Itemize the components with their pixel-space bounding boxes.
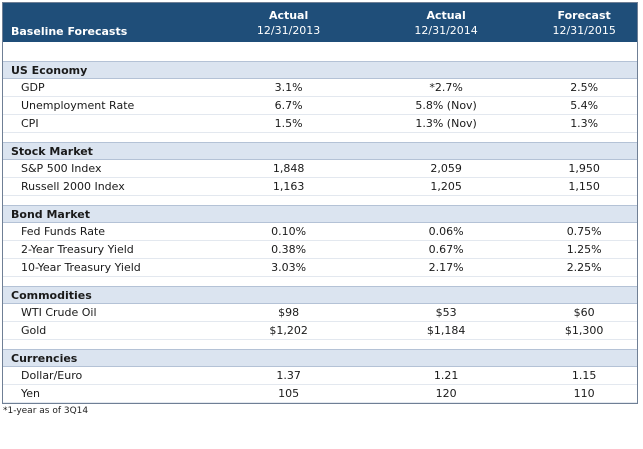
row-label: CPI	[21, 117, 39, 130]
value-2014: 2,059	[430, 162, 462, 175]
value-2014: 2.17%	[428, 261, 464, 274]
header-col-date: 12/31/2013	[256, 23, 321, 37]
table-row: Yen 105 120 110	[3, 385, 637, 403]
section-spacer	[3, 340, 637, 349]
value-2015: 1.15	[571, 369, 597, 382]
value-2013: 0.10%	[271, 225, 307, 238]
value-2015: 5.4%	[570, 99, 599, 112]
value-2015: 1.3%	[570, 117, 599, 130]
section-spacer	[3, 277, 637, 286]
table-body: US Economy GDP 3.1% *2.7% 2.5% Unemployment R…	[3, 61, 637, 403]
header-col-date: 12/31/2014	[414, 23, 478, 37]
value-2013: 3.03%	[271, 261, 307, 274]
table-row: CPI 1.5% 1.3% (Nov) 1.3%	[3, 115, 637, 133]
row-label: Unemployment Rate	[21, 99, 135, 112]
row-label: Fed Funds Rate	[21, 225, 106, 238]
value-2015: 2.5%	[570, 81, 599, 94]
value-2014: *2.7%	[429, 81, 463, 94]
value-2015: 1,150	[568, 180, 600, 193]
row-label: Russell 2000 Index	[21, 180, 125, 193]
row-label: Dollar/Euro	[21, 369, 83, 382]
value-2013: 1.37	[276, 369, 301, 382]
header-col-kind: Actual	[268, 8, 309, 22]
row-label: 2-Year Treasury Yield	[21, 243, 134, 256]
header-col-date: 12/31/2015	[552, 23, 616, 37]
value-2014: $53	[435, 306, 457, 319]
header-col-kind: Forecast	[557, 8, 611, 22]
value-2015: 1,950	[568, 162, 600, 175]
header-title: Baseline Forecasts	[11, 25, 128, 38]
row-label: S&P 500 Index	[21, 162, 102, 175]
value-2013: 105	[278, 387, 300, 400]
value-2015: $60	[573, 306, 595, 319]
value-2015: 0.75%	[566, 225, 602, 238]
section-header: Commodities	[3, 286, 637, 304]
value-2015: $1,300	[564, 324, 604, 337]
header-col-kind: Actual	[426, 8, 466, 22]
section-spacer	[3, 196, 637, 205]
table-row: Unemployment Rate 6.7% 5.8% (Nov) 5.4%	[3, 97, 637, 115]
table-row: 10-Year Treasury Yield 3.03% 2.17% 2.25%	[3, 259, 637, 277]
value-2015: 110	[573, 387, 595, 400]
section-header: Stock Market	[3, 142, 637, 160]
value-2015: 2.25%	[566, 261, 602, 274]
value-2014: 1.3% (Nov)	[415, 117, 477, 130]
header-col-2015: Forecast 12/31/2015	[531, 3, 637, 42]
table-row: WTI Crude Oil $98 $53 $60	[3, 304, 637, 322]
footnote: *1-year as of 3Q14	[3, 406, 89, 416]
value-2014: 1,205	[430, 180, 462, 193]
table-row: Russell 2000 Index 1,163 1,205 1,150	[3, 178, 637, 196]
table-header: Baseline Forecasts Actual 12/31/2013 Act…	[3, 3, 637, 42]
table-frame: Baseline Forecasts Actual 12/31/2013 Act…	[2, 2, 638, 404]
table-row: S&P 500 Index 1,848 2,059 1,950	[3, 160, 637, 178]
value-2013: 6.7%	[274, 99, 303, 112]
row-label: Yen	[21, 387, 40, 400]
value-2014: 120	[435, 387, 457, 400]
row-label: Gold	[21, 324, 47, 337]
value-2013: $1,202	[269, 324, 308, 337]
value-2013: 3.1%	[274, 81, 303, 94]
section-header: US Economy	[3, 61, 637, 79]
value-2014: $1,184	[426, 324, 466, 337]
table-row: 2-Year Treasury Yield 0.38% 0.67% 1.25%	[3, 241, 637, 259]
value-2013: 0.38%	[271, 243, 307, 256]
section-header: Bond Market	[3, 205, 637, 223]
value-2013: 1,848	[272, 162, 305, 175]
value-2014: 5.8% (Nov)	[415, 99, 477, 112]
value-2015: 1.25%	[566, 243, 602, 256]
section-header: Currencies	[3, 349, 637, 367]
value-2013: 1.5%	[274, 117, 303, 130]
section-spacer	[3, 133, 637, 142]
header-col-2014: Actual 12/31/2014	[361, 3, 531, 42]
table-row: Dollar/Euro 1.37 1.21 1.15	[3, 367, 637, 385]
header-col-2013: Actual 12/31/2013	[216, 3, 361, 42]
table-row: Fed Funds Rate 0.10% 0.06% 0.75%	[3, 223, 637, 241]
value-2013: $98	[278, 306, 300, 319]
row-label: WTI Crude Oil	[21, 306, 97, 319]
value-2013: 1,163	[272, 180, 305, 193]
value-2014: 0.06%	[428, 225, 464, 238]
header-gap	[3, 42, 637, 61]
forecast-table: Baseline Forecasts Actual 12/31/2013 Act…	[2, 2, 638, 416]
table-row: Gold $1,202 $1,184 $1,300	[3, 322, 637, 340]
row-label: 10-Year Treasury Yield	[21, 261, 141, 274]
table-row: GDP 3.1% *2.7% 2.5%	[3, 79, 637, 97]
value-2014: 1.21	[433, 369, 459, 382]
row-label: GDP	[21, 81, 45, 94]
value-2014: 0.67%	[428, 243, 464, 256]
